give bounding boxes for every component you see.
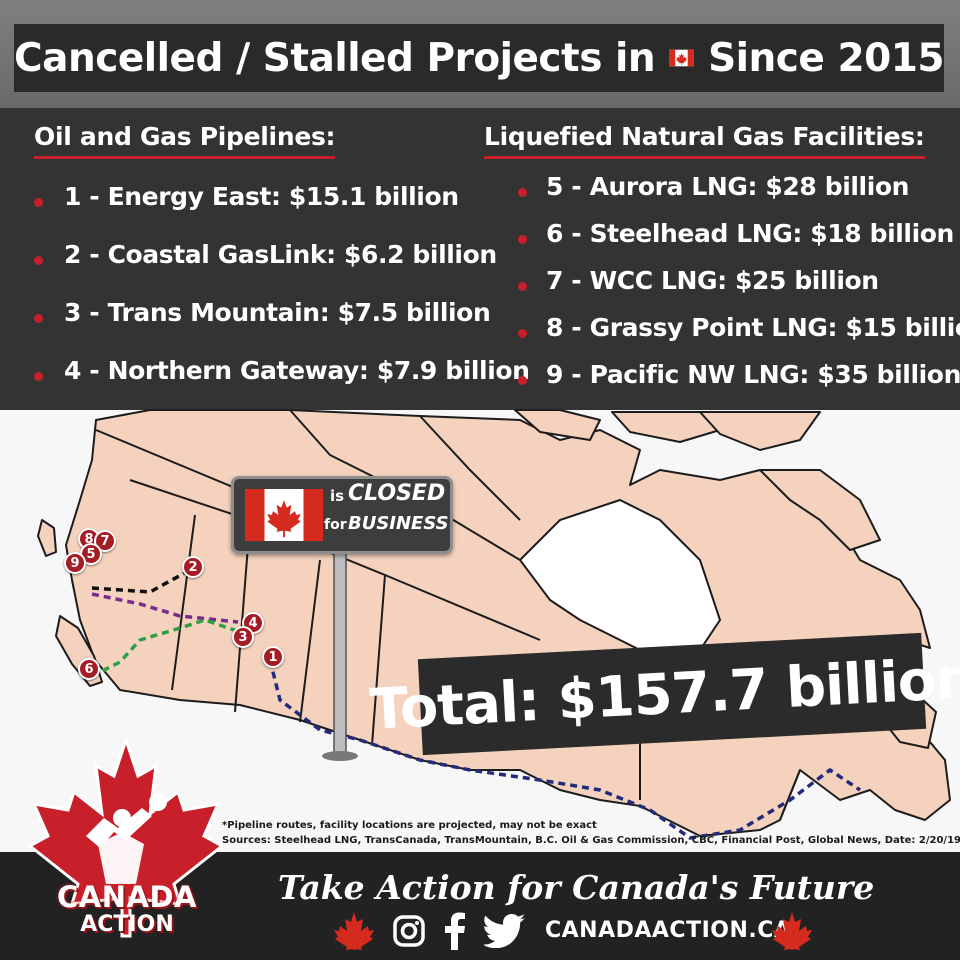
maple-leaf-icon	[772, 912, 812, 950]
bullet-dot	[34, 256, 43, 265]
instagram-icon[interactable]	[392, 914, 426, 948]
footer-slogan: Take Action for Canada's Future	[278, 868, 875, 907]
canada-action-logo	[27, 736, 225, 938]
route-coastal-gaslink	[91, 568, 191, 594]
lng-item-8: 8 - Grassy Point LNG: $15 billion	[546, 313, 960, 342]
bullet-dot	[518, 282, 527, 291]
lng-item-9: 9 - Pacific NW LNG: $35 billion	[546, 360, 960, 389]
map-marker-9: 9	[64, 552, 86, 574]
route-trans-mountain	[91, 618, 241, 678]
sign-business-label: BUSINESS	[348, 513, 449, 534]
map-marker-1: 1	[262, 646, 284, 668]
bullet-dot	[518, 376, 527, 385]
facebook-icon[interactable]	[444, 912, 466, 950]
maple-leaf-icon	[334, 912, 374, 950]
closed-for-business-sign: is CLOSED for BUSINESS	[231, 476, 453, 554]
pipeline-item-4: 4 - Northern Gateway: $7.9 billion	[64, 356, 530, 385]
sign-is-label: is	[330, 487, 345, 505]
map-marker-6: 6	[78, 658, 100, 680]
bullet-dot	[34, 314, 43, 323]
bullet-dot	[518, 329, 527, 338]
projects-panel: Oil and Gas Pipelines: 1 - Energy East: …	[0, 108, 960, 410]
title-right: Since 2015	[708, 35, 944, 81]
title-bar: Cancelled / Stalled Projects in Since 20…	[14, 24, 944, 92]
lng-item-5: 5 - Aurora LNG: $28 billion	[546, 172, 910, 201]
canada-flag-icon	[669, 49, 695, 67]
sign-for-label: for	[324, 517, 347, 533]
bullet-dot	[34, 198, 43, 207]
website-link[interactable]: CANADAACTION.CA	[545, 918, 792, 943]
canada-flag-icon	[245, 489, 323, 541]
title-left: Cancelled / Stalled Projects in	[14, 35, 656, 81]
pipeline-routes	[91, 568, 861, 840]
sign-closed-label: CLOSED	[348, 481, 446, 506]
bullet-dot	[518, 235, 527, 244]
hudson-bay	[518, 498, 722, 662]
sign-post	[333, 543, 347, 757]
lng-heading: Liquefied Natural Gas Facilities:	[484, 122, 925, 159]
bullet-dot	[34, 372, 43, 381]
disclaimer-note: *Pipeline routes, facility locations are…	[222, 820, 597, 831]
logo-line-2: ACTION	[80, 912, 174, 937]
pipelines-heading: Oil and Gas Pipelines:	[34, 122, 336, 159]
map-marker-2: 2	[182, 556, 204, 578]
total-value: Total: $157.7 billion	[368, 645, 960, 743]
twitter-icon[interactable]	[484, 914, 526, 948]
bullet-dot	[518, 188, 527, 197]
pipeline-item-3: 3 - Trans Mountain: $7.5 billion	[64, 298, 491, 327]
sources-note: Sources: Steelhead LNG, TransCanada, Tra…	[222, 835, 960, 846]
route-energy-east	[268, 659, 861, 840]
lng-item-7: 7 - WCC LNG: $25 billion	[546, 266, 879, 295]
map-marker-3: 3	[232, 626, 254, 648]
pipeline-item-1: 1 - Energy East: $15.1 billion	[64, 182, 459, 211]
route-northern-gateway	[91, 592, 239, 624]
logo-line-1: CANADA	[57, 880, 197, 914]
lng-item-6: 6 - Steelhead LNG: $18 billion	[546, 219, 954, 248]
pipeline-item-2: 2 - Coastal GasLink: $6.2 billion	[64, 240, 497, 269]
